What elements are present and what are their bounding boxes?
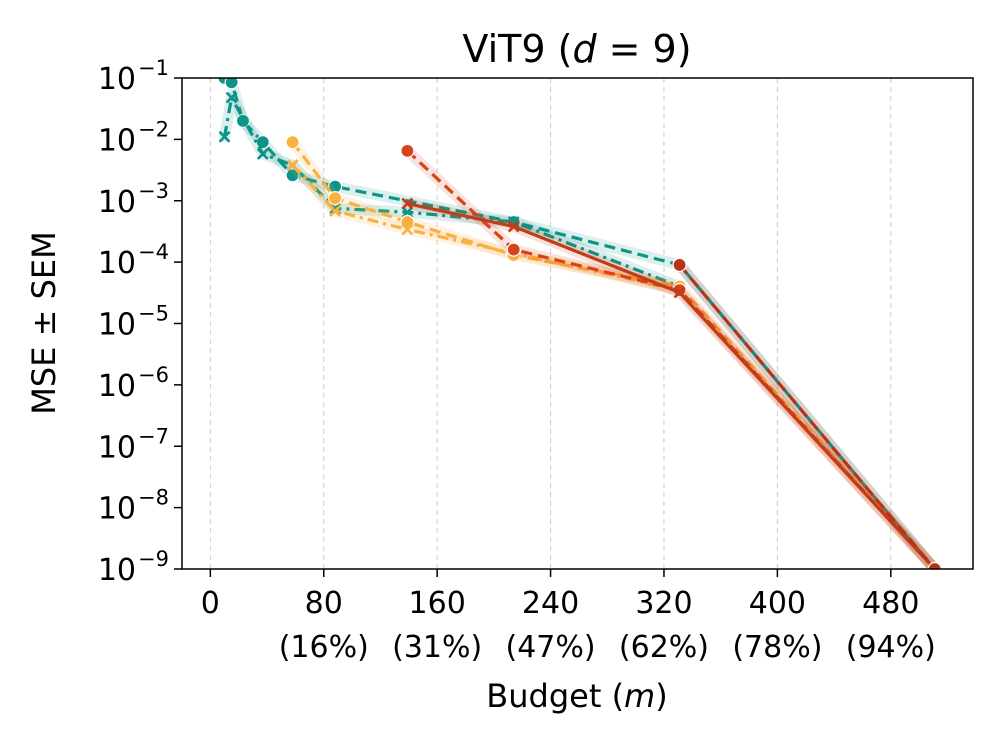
data-point [256, 147, 269, 160]
y-tick-exponent: −2 [138, 117, 169, 141]
y-tick-exponent: −8 [138, 486, 169, 510]
x-tick-label: 80 [305, 586, 343, 621]
y-tick-label: 10 [98, 246, 136, 281]
y-tick-label: 10 [98, 430, 136, 465]
series-line [407, 202, 936, 569]
y-axis-ticks: 10−910−810−710−610−510−410−310−210−1 [98, 56, 182, 588]
x-tick-label: 0 [201, 586, 220, 621]
x-tick-label: 240 [522, 586, 579, 621]
y-tick-label: 10 [98, 492, 136, 527]
data-point [327, 191, 343, 206]
series-line [406, 149, 936, 569]
y-tick-label: 10 [98, 185, 136, 220]
data-point [286, 159, 299, 172]
x-axis-ticks: 0 80 (16%) 160 (31%) 240 (47%) 320 (62%) 400 (78%)… [201, 569, 936, 665]
x-tick-percent-label: (31%) [392, 630, 482, 665]
series-darkred-dashed-circle [672, 257, 942, 569]
series-layer [217, 78, 942, 569]
y-tick-label: 10 [98, 369, 136, 404]
y-tick-exponent: −9 [138, 547, 169, 571]
x-tick-label: 480 [862, 586, 919, 621]
data-point [401, 223, 414, 236]
sem-band [219, 78, 941, 569]
y-tick-exponent: −1 [138, 56, 169, 80]
series-line [291, 141, 936, 569]
x-tick-label: 400 [749, 586, 806, 621]
y-tick-label: 10 [98, 553, 136, 588]
data-point [927, 561, 942, 569]
series-red-dashed-circle [400, 143, 942, 569]
series-teal-dashed-circle [217, 78, 942, 569]
data-point [401, 206, 414, 219]
y-tick-exponent: −4 [138, 240, 169, 264]
series-line [678, 263, 936, 569]
x-gridlines [209, 78, 892, 569]
x-tick-label: 160 [409, 586, 466, 621]
x-tick-percent-label: (94%) [846, 630, 936, 665]
y-axis-label: MSE ± SEM [25, 231, 63, 414]
x-tick-percent-label: (62%) [619, 630, 709, 665]
y-tick-exponent: −5 [138, 302, 169, 326]
y-tick-label: 10 [98, 123, 136, 158]
data-point [673, 286, 686, 299]
data-point [285, 168, 300, 183]
data-point [506, 242, 521, 257]
data-point [218, 130, 231, 143]
data-point [329, 205, 342, 217]
x-tick-percent-label: (16%) [279, 630, 369, 665]
x-tick-percent-label: (78%) [732, 630, 822, 665]
data-point [225, 91, 238, 104]
x-tick-percent-label: (47%) [506, 630, 596, 665]
data-point [400, 143, 415, 158]
series-line [223, 78, 936, 569]
x-axis-label: Budget (m) [486, 677, 667, 715]
data-point [224, 78, 239, 90]
data-point [672, 257, 687, 273]
y-tick-label: 10 [98, 308, 136, 343]
series-red-solid-x [401, 197, 941, 569]
x-tick-label: 320 [635, 586, 692, 621]
y-tick-exponent: −3 [138, 179, 169, 203]
data-point [401, 197, 414, 210]
y-tick-exponent: −7 [138, 424, 169, 448]
chart-title: ViT9 (d = 9) [462, 27, 691, 71]
y-tick-label: 10 [98, 62, 136, 97]
data-point [285, 135, 300, 150]
series-line [222, 96, 681, 288]
data-point [507, 220, 520, 233]
y-tick-exponent: −6 [138, 363, 169, 387]
